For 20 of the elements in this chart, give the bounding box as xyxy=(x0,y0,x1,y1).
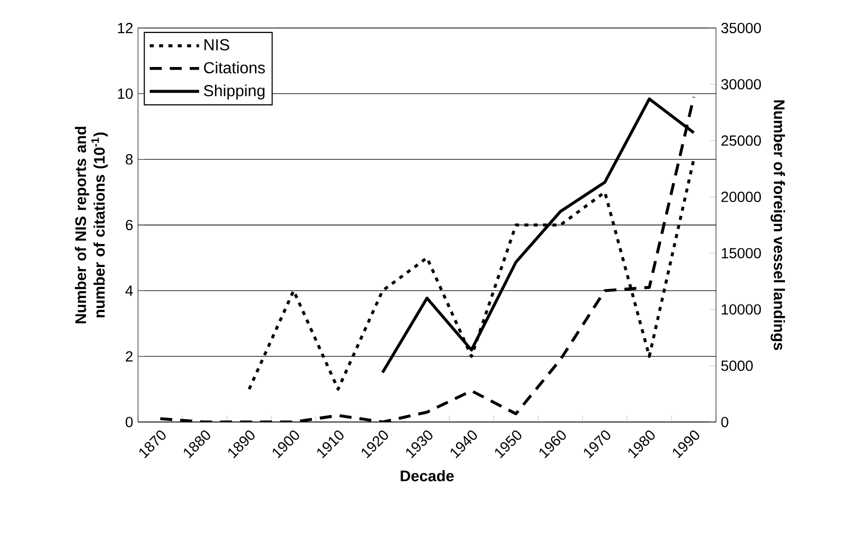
y2-tick-label: 20000 xyxy=(721,192,761,202)
y2-tick-label: 10000 xyxy=(722,304,761,315)
y-tick-label: 2 xyxy=(126,351,133,362)
y2-tick-label: 15000 xyxy=(722,248,761,258)
y-tick-label: 12 xyxy=(118,22,133,34)
y2-axis-title: Number of foreign vessel landings xyxy=(770,100,786,350)
y-tick-label: 10 xyxy=(118,88,133,99)
y-tick-label: 4 xyxy=(125,286,133,296)
y2-tick-label: 5000 xyxy=(721,360,753,371)
legend-label: NIS xyxy=(204,39,230,50)
y-tick-label: 0 xyxy=(126,416,133,428)
y-tick-label: 6 xyxy=(126,220,133,230)
legend-label: Shipping xyxy=(204,84,264,100)
y2-tick-label: 25000 xyxy=(721,135,761,146)
x-axis-title: Decade xyxy=(400,470,454,482)
y2-tick-label: 0 xyxy=(721,416,728,428)
y2-tick-label: 35000 xyxy=(721,22,761,34)
y-tick-label: 8 xyxy=(126,154,133,165)
legend-label: Citations xyxy=(204,62,265,74)
y2-tick-label: 30000 xyxy=(721,79,761,90)
